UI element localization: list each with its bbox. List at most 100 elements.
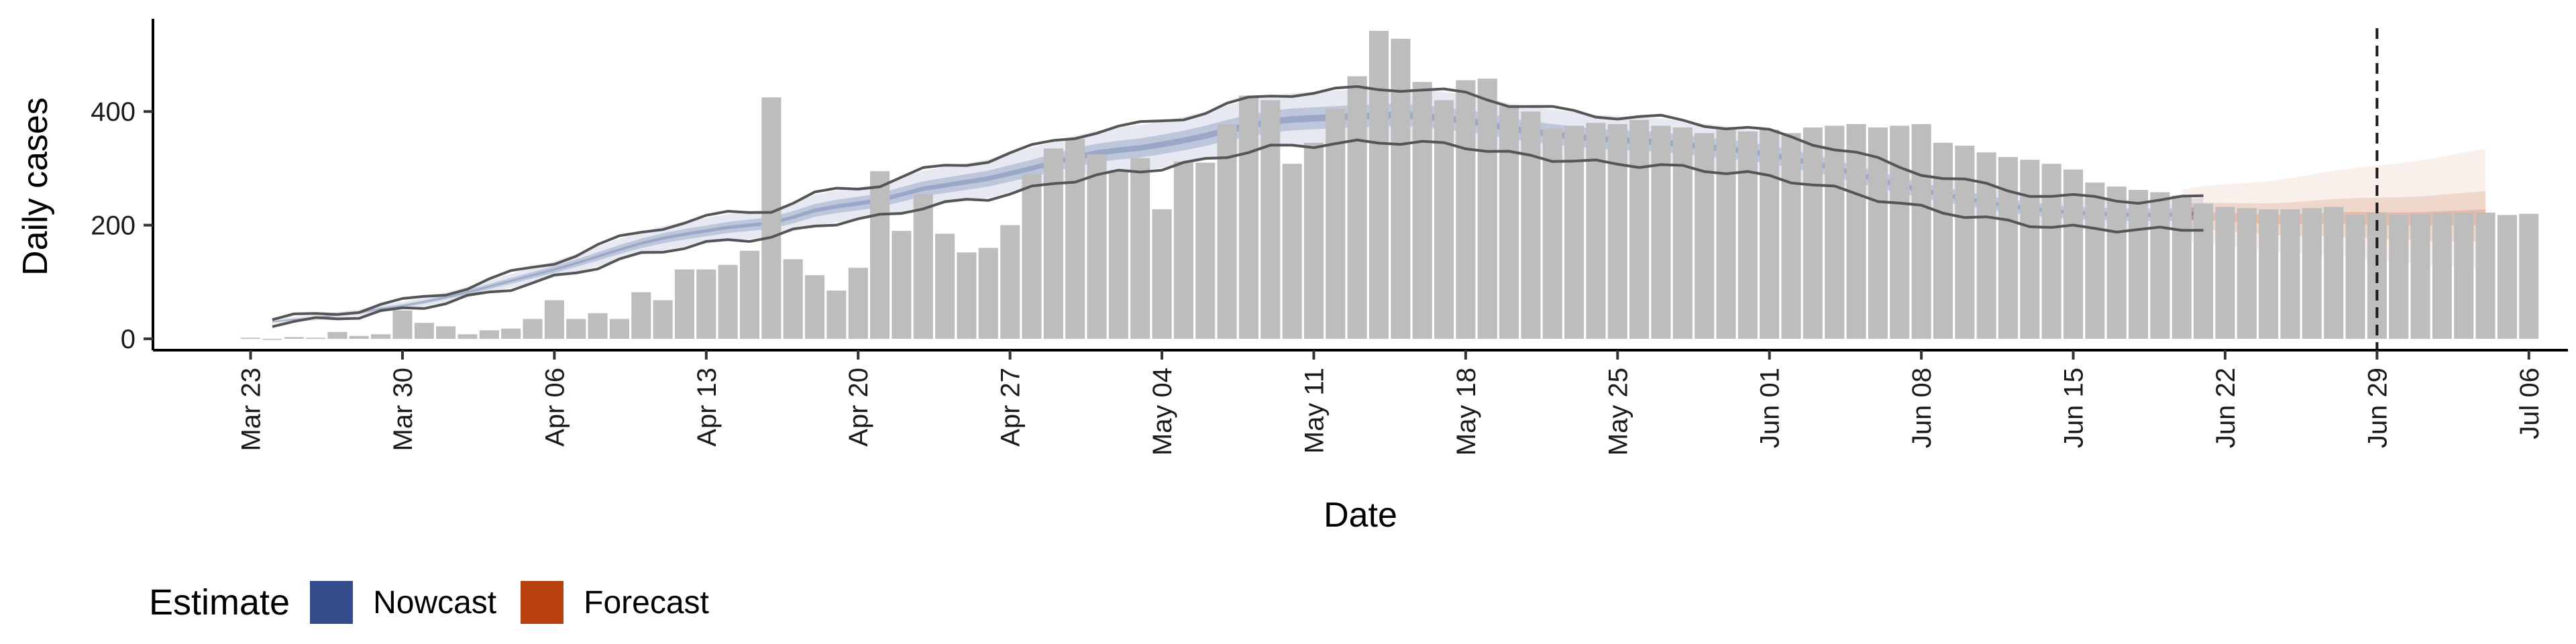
bar [1629,119,1650,339]
bar [2194,203,2214,339]
bar [2150,192,2170,339]
bar [1087,154,1107,339]
x-tick-label: Jun 15 [2059,368,2089,448]
x-tick-label: May 18 [1452,368,1481,455]
axes: 0 200 400 Mar 23 Mar 30 Apr 06 Apr 13 Apr 20 Apr… [91,19,2568,455]
bar [2063,169,2084,339]
observed-bars [241,31,2539,340]
x-tick-label: May 25 [1603,368,1633,455]
x-tick-label: Apr 06 [540,368,570,447]
x-tick-label: Jul 06 [2515,368,2544,439]
legend-item-forecast: Forecast [521,581,709,624]
bar [2302,208,2322,339]
x-axis-title: Date [1324,496,1397,535]
bar [1955,146,1975,339]
bar [978,248,998,339]
nowcast-upper-line [272,85,2204,321]
bar [436,326,456,339]
bar [2237,208,2257,339]
bar [2280,209,2300,339]
bar [653,300,673,339]
bar [2041,164,2061,339]
x-tick-label: Apr 13 [692,368,722,447]
x-tick-label: Jun 01 [1756,368,1785,448]
y-tick-label: 0 [121,325,136,354]
bar [566,319,586,339]
bar [2324,207,2344,339]
bar [1130,158,1150,339]
bar [2215,207,2235,339]
bar [2519,213,2539,339]
bar [957,252,977,339]
bar [935,233,955,339]
bar [1065,138,1085,339]
bar [2020,160,2040,339]
bar [1499,105,1519,339]
x-tick-label: Apr 20 [844,368,873,447]
bar [1933,142,1953,339]
bar [2432,213,2452,339]
x-tick-label: May 11 [1300,368,1330,453]
bar [1347,76,1367,339]
bar [392,310,413,339]
bar [718,264,738,339]
bar [761,97,782,339]
y-axis-title: Daily cases [16,97,55,276]
bar [523,319,543,339]
bar [1890,125,1910,339]
x-tick-label: Apr 27 [996,368,1026,447]
bar [1607,123,1627,339]
bar [739,250,759,339]
bar [2085,182,2105,339]
bar [1521,111,1541,339]
legend: Estimate Nowcast Forecast [149,576,733,629]
legend-label-forecast: Forecast [584,584,709,621]
bar [241,337,261,339]
bar [892,231,912,339]
bar [284,337,304,339]
bar [1672,127,1693,339]
bar [1260,100,1281,339]
x-tick-label: Jun 29 [2363,368,2392,448]
bar [805,275,825,339]
bar [1282,164,1302,339]
bar [2454,213,2474,339]
bar [1195,162,1216,339]
bar [870,171,890,339]
bar [2389,215,2409,339]
legend-title: Estimate [149,582,290,623]
bar [1976,152,1996,339]
bar [826,290,847,339]
bar [1542,128,1562,339]
bar [2171,195,2192,339]
bar [609,319,629,339]
bar [1477,78,1497,339]
y-tick-label: 400 [91,97,136,127]
bar [1412,82,1432,339]
bar [501,328,521,339]
bar [479,330,499,339]
bar [1022,174,1042,339]
nowcast-lower-line [272,138,2204,328]
bar [1456,80,1476,339]
legend-item-nowcast: Nowcast [310,581,496,624]
bar [588,313,608,339]
bar [1586,123,1606,339]
bar [1781,133,1801,339]
interval-lines [272,28,2379,350]
legend-label-nowcast: Nowcast [373,584,497,621]
y-tick-label: 200 [91,211,136,241]
bar [349,335,369,339]
bar [1368,31,1389,339]
bar [1651,125,1671,339]
bar [913,194,933,339]
bar [1043,148,1063,339]
bar [1825,125,1845,339]
bar [2106,186,2127,339]
bar [1911,123,1931,339]
bar [1000,225,1020,339]
bar [1173,161,1193,339]
bar [1391,38,1411,339]
bar [1803,127,1823,339]
